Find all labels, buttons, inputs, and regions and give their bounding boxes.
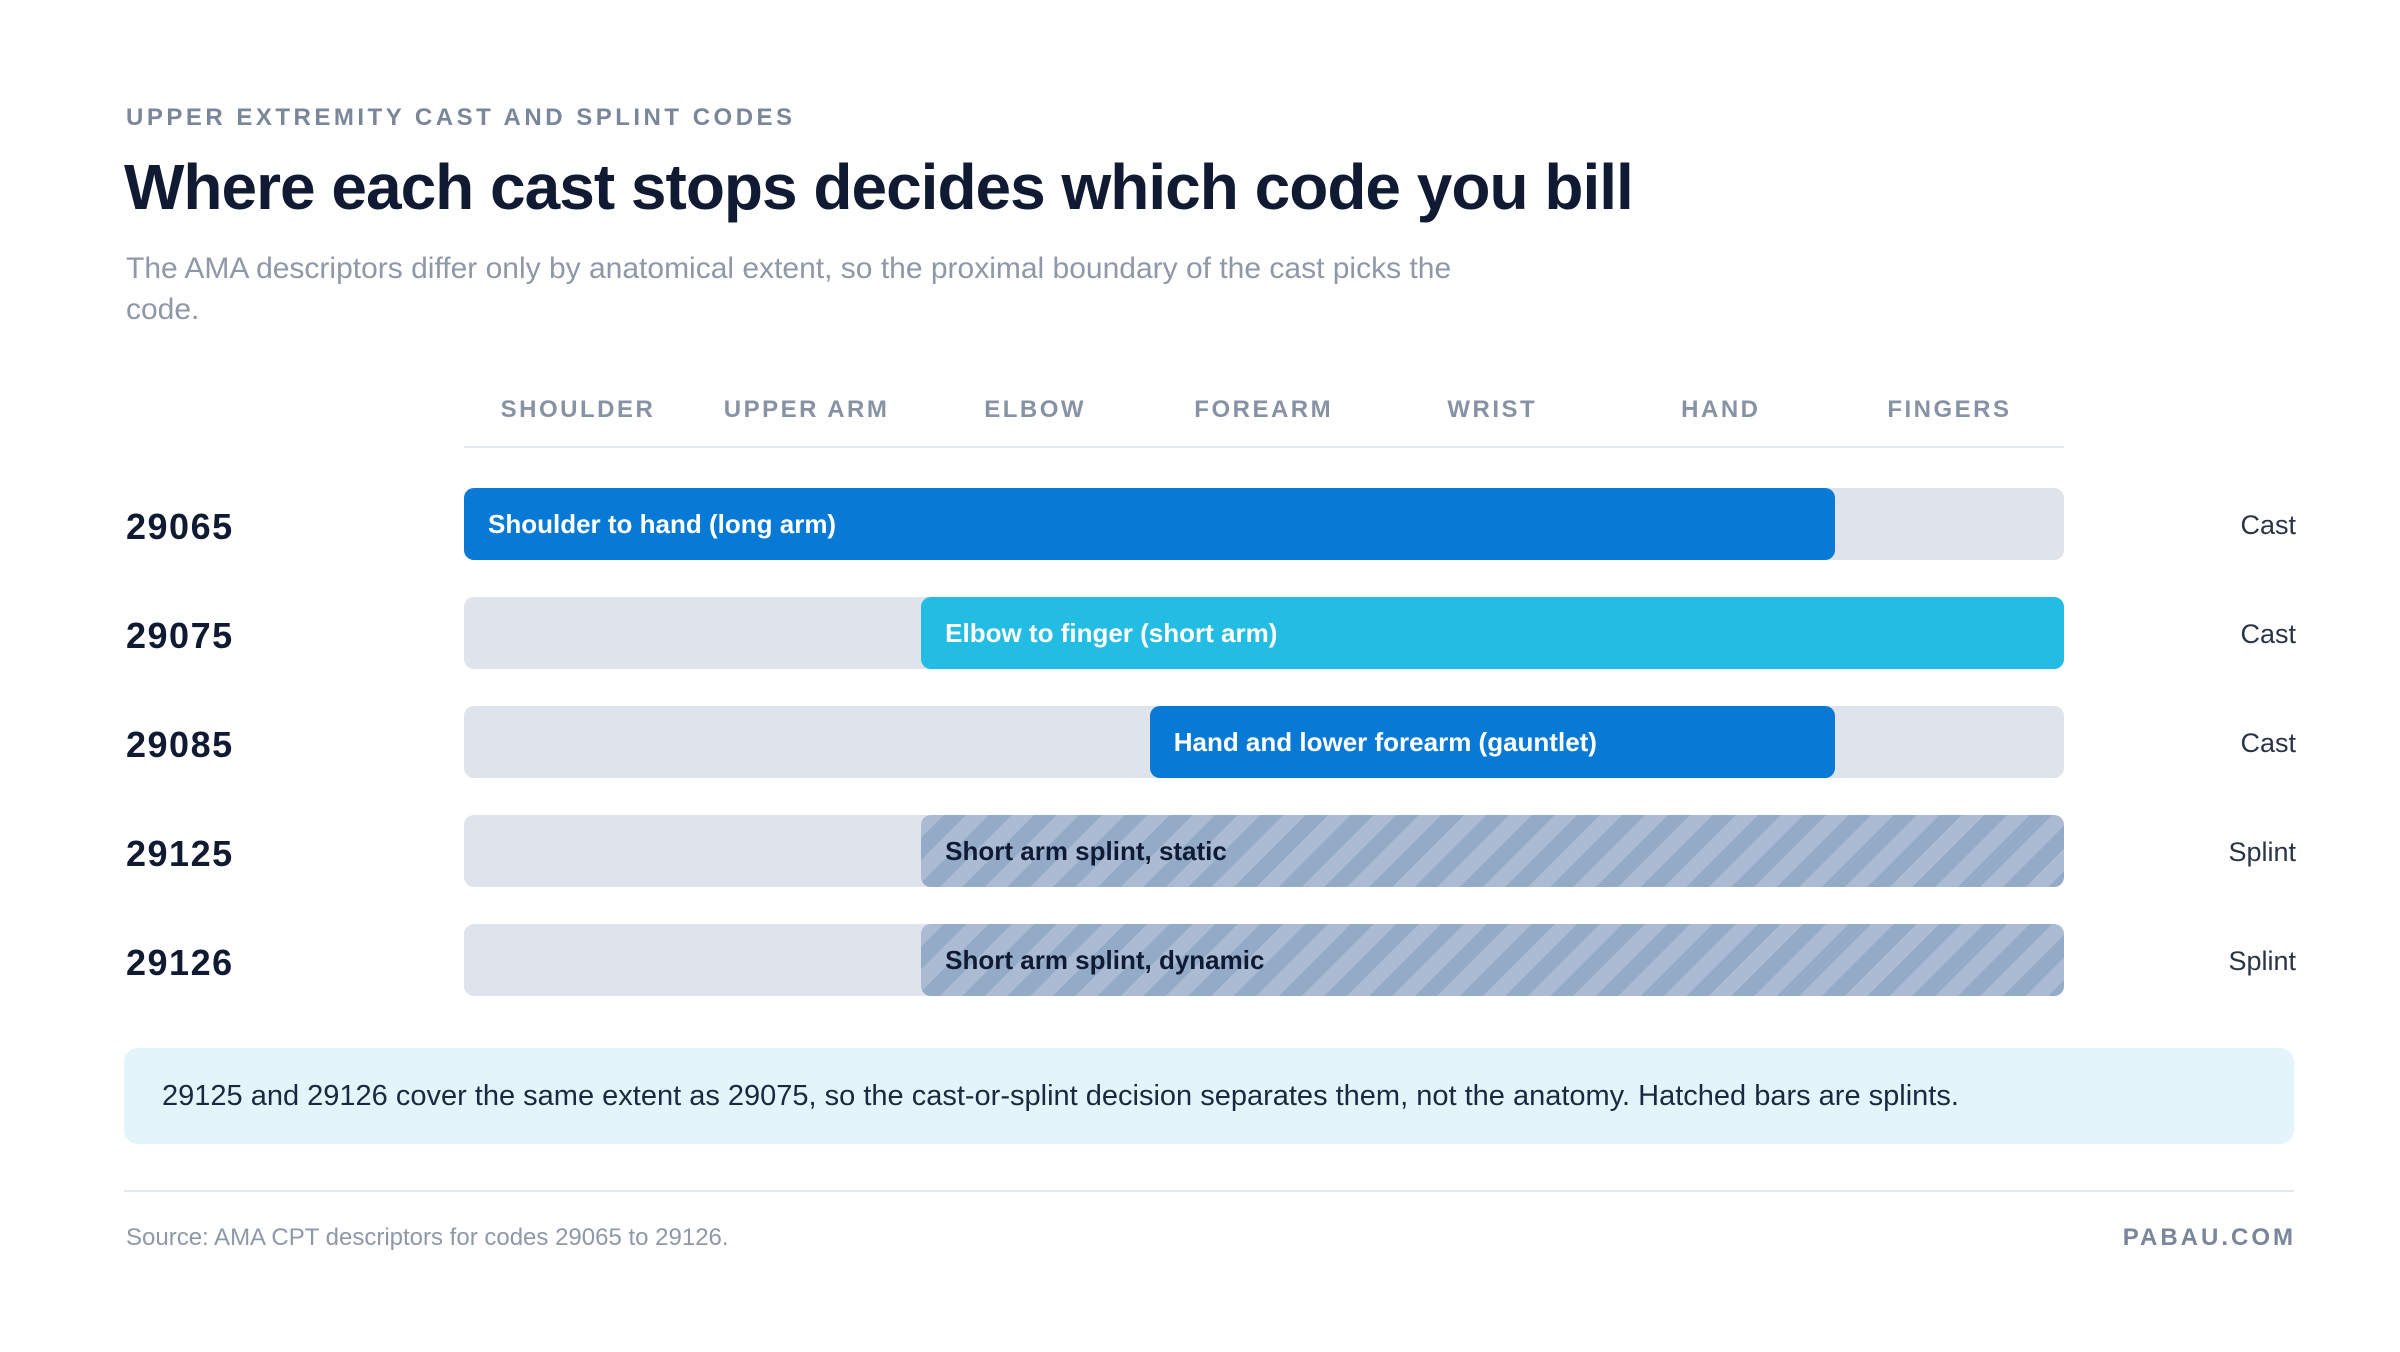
bar-track: Hand and lower forearm (gauntlet)	[464, 706, 2064, 778]
chart-row-29126: 29126 Short arm splint, dynamic Splint	[0, 924, 2400, 996]
note-callout: 29125 and 29126 cover the same extent as…	[124, 1048, 2294, 1144]
row-kind-label: Cast	[2240, 510, 2296, 540]
row-kind-label: Splint	[2228, 946, 2296, 976]
chart-row-29065: 29065 Shoulder to hand (long arm) Cast	[0, 488, 2400, 560]
footer-divider	[124, 1190, 2294, 1192]
column-header-forearm: FOREARM	[1194, 396, 1334, 423]
range-bar-29085: Hand and lower forearm (gauntlet)	[1149, 706, 1836, 778]
bar-label: Elbow to finger (short arm)	[945, 617, 1278, 648]
column-header-fingers: FINGERS	[1887, 396, 2012, 423]
subtitle: The AMA descriptors differ only by anato…	[126, 252, 1452, 326]
column-header-elbow: ELBOW	[984, 396, 1087, 423]
column-header-shoulder: SHOULDER	[500, 396, 656, 423]
column-header-upper-arm: UPPER ARM	[723, 396, 890, 423]
row-kind-label: Cast	[2240, 619, 2296, 649]
header-divider	[464, 446, 2064, 448]
chart-row-29085: 29085 Hand and lower forearm (gauntlet) Ca…	[0, 706, 2400, 778]
row-code-label: 29126	[126, 942, 234, 983]
row-kind-label: Splint	[2228, 837, 2296, 867]
bar-track: Shoulder to hand (long arm)	[464, 488, 2064, 560]
column-headers: SHOULDER UPPER ARM ELBOW FOREARM WRIST HAND FI…	[464, 396, 2064, 436]
source-note: Source: AMA CPT descriptors for codes 29…	[126, 1224, 729, 1251]
bar-track: Short arm splint, static	[464, 815, 2064, 887]
row-code-label: 29125	[126, 833, 234, 874]
bar-track: Short arm splint, dynamic	[464, 924, 2064, 996]
bar-label: Hand and lower forearm (gauntlet)	[1173, 726, 1597, 757]
bar-label: Short arm splint, dynamic	[945, 944, 1265, 975]
range-bar-29125: Short arm splint, static	[921, 815, 2064, 887]
range-bar-29065: Shoulder to hand (long arm)	[464, 488, 1836, 560]
row-code-label: 29065	[126, 506, 234, 547]
chart-row-29075: 29075 Elbow to finger (short arm) Cast	[0, 597, 2400, 669]
bar-track: Elbow to finger (short arm)	[464, 597, 2064, 669]
row-code-label: 29075	[126, 615, 234, 656]
page-title: Where each cast stops decides which code…	[124, 151, 1634, 223]
range-bar-29126: Short arm splint, dynamic	[921, 924, 2064, 996]
row-code-label: 29085	[126, 724, 234, 765]
bar-label: Shoulder to hand (long arm)	[488, 508, 837, 539]
column-header-wrist: WRIST	[1447, 396, 1538, 423]
range-bar-29075: Elbow to finger (short arm)	[921, 597, 2064, 669]
eyebrow: UPPER EXTREMITY CAST AND SPLINT CODES	[126, 104, 796, 131]
chart-row-29125: 29125 Short arm splint, static Splint	[0, 815, 2400, 887]
column-header-hand: HAND	[1681, 396, 1761, 423]
brand-label: PABAU.COM	[2122, 1224, 2296, 1251]
row-kind-label: Cast	[2240, 728, 2296, 758]
bar-label: Short arm splint, static	[945, 835, 1227, 866]
